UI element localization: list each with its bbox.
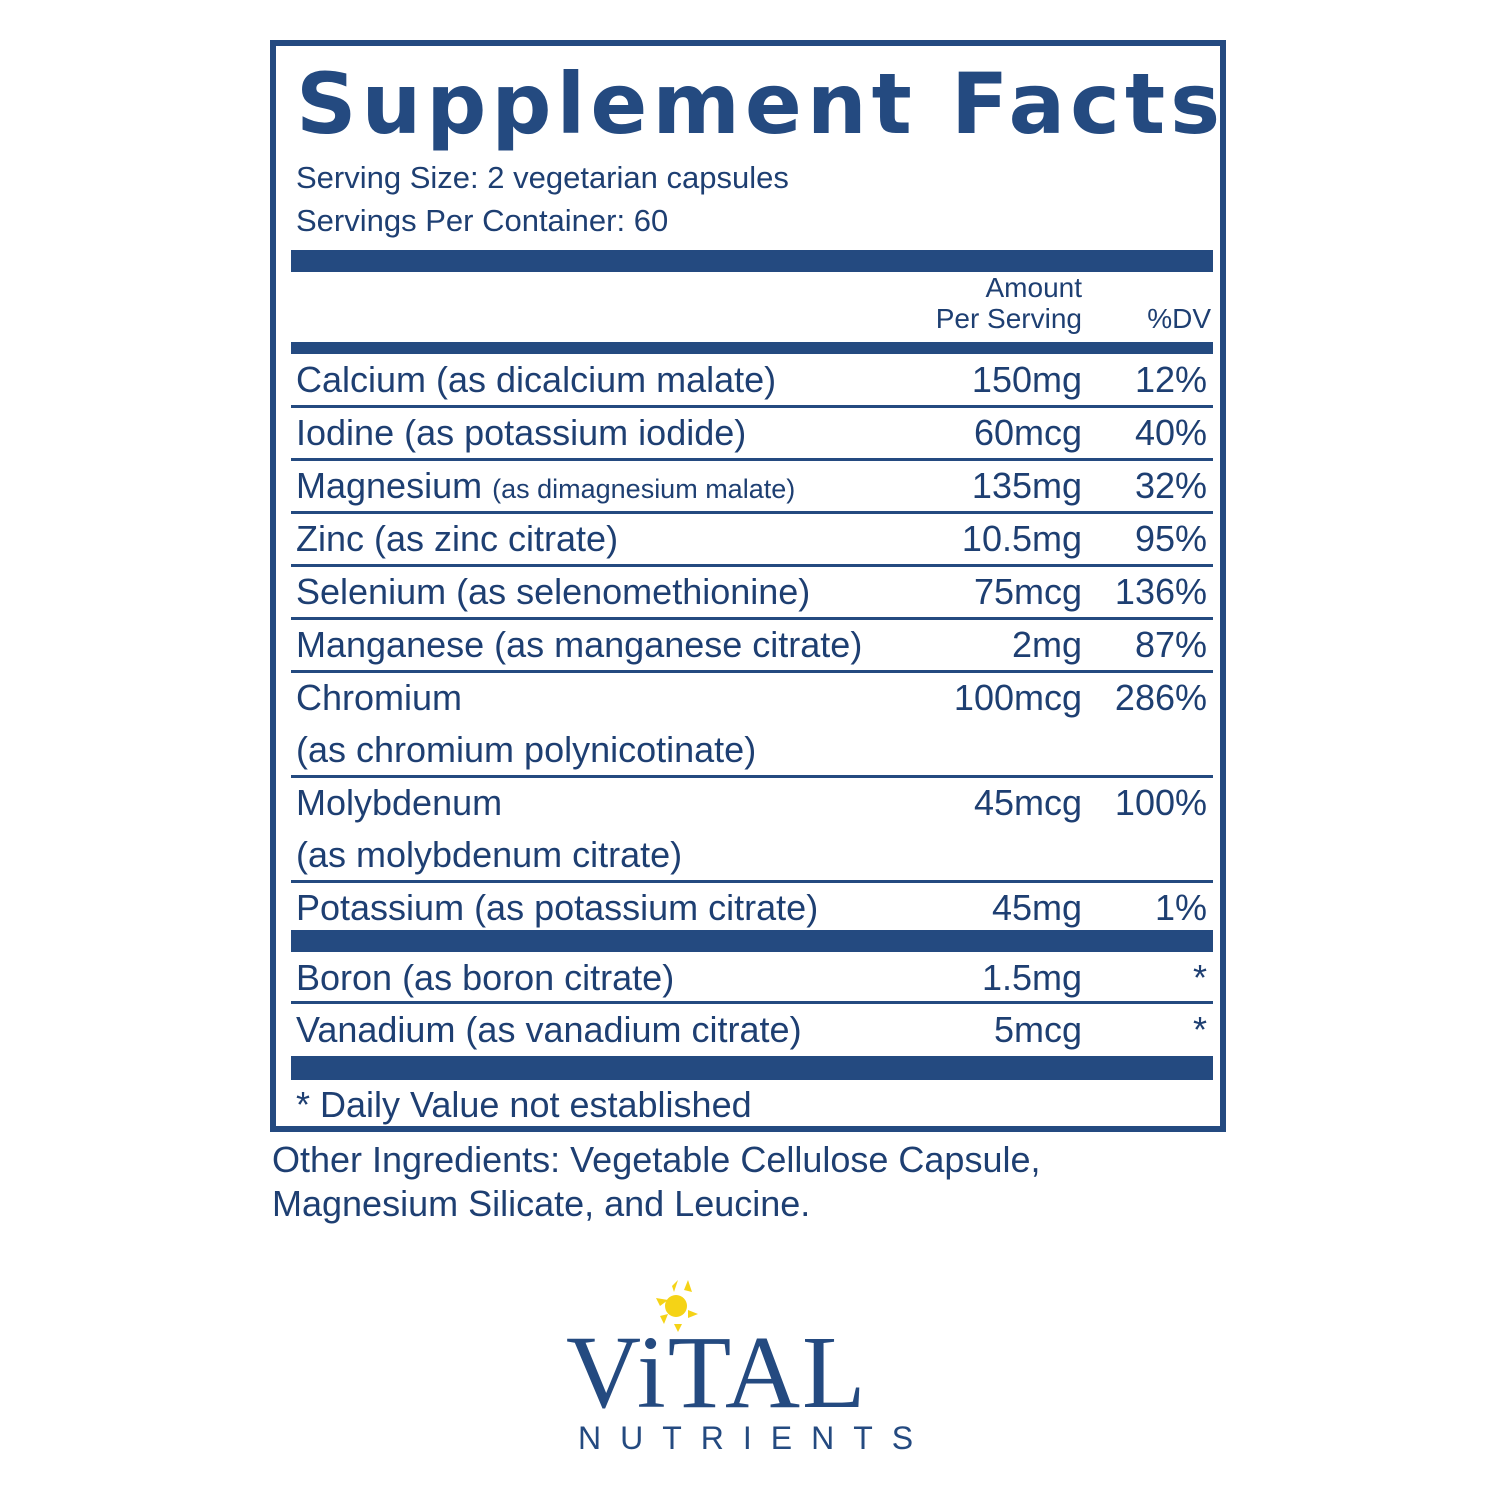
nutrient-amount: 150mg [971, 359, 1082, 400]
nutrient-dv: 87% [1134, 624, 1207, 665]
nutrient-source: (as dimagnesium malate) [492, 474, 796, 504]
footnote: * Daily Value not established [296, 1084, 752, 1125]
nutrient-amount: 45mcg [973, 782, 1082, 823]
nutrient-row: Magnesium (as dimagnesium malate) 135mg … [291, 460, 1213, 510]
nutrient-amount: 5mcg [993, 1009, 1082, 1050]
other-nutrient-row: Vanadium (as vanadium citrate) 5mcg * [291, 1004, 1213, 1054]
row-divider [291, 1001, 1213, 1004]
nutrient-dv: * [1192, 957, 1207, 998]
thick-divider [291, 250, 1213, 272]
nutrient-row: Molybdenum (as molybdenum citrate) 45mcg… [291, 777, 1213, 879]
nutrient-amount: 10.5mg [961, 518, 1082, 559]
nutrient-dv: 286% [1114, 677, 1207, 718]
nutrient-row: Iodine (as potassium iodide) 60mcg 40% [291, 407, 1213, 457]
nutrient-row: Selenium (as selenomethionine) 75mcg 136… [291, 566, 1213, 616]
header-dv: %DV [1147, 303, 1211, 334]
row-divider [291, 880, 1213, 883]
nutrient-row: Chromium (as chromium polynicotinate) 10… [291, 672, 1213, 774]
nutrient-name: Vanadium (as vanadium citrate) [296, 1009, 802, 1050]
nutrient-dv: 32% [1134, 465, 1207, 506]
brand-name: ViTAL [566, 1315, 868, 1430]
serving-size: Serving Size: 2 vegetarian capsules [296, 160, 789, 195]
sun-icon [656, 1280, 698, 1332]
nutrient-name: Manganese (as manganese citrate) [296, 624, 863, 665]
other-ingredients: Other Ingredients: Vegetable Cellulose C… [272, 1138, 1040, 1226]
row-divider [291, 617, 1213, 620]
nutrient-amount: 135mg [971, 465, 1082, 506]
nutrient-dv: 12% [1134, 359, 1207, 400]
nutrient-source: (as chromium polynicotinate) [296, 729, 757, 770]
servings-per-container: Servings Per Container: 60 [296, 203, 669, 238]
nutrient-name: Potassium (as potassium citrate) [296, 887, 819, 928]
panel-title: Supplement Facts [296, 55, 1226, 153]
nutrient-name: Calcium (as dicalcium malate) [296, 359, 777, 400]
brand-logo: ViTAL NUTRIENTS [560, 1270, 950, 1470]
nutrient-amount: 1.5mg [981, 957, 1082, 998]
brand-subtitle: NUTRIENTS [578, 1420, 933, 1456]
nutrient-name: Selenium (as selenomethionine) [296, 571, 811, 612]
header-amount: Amount Per Serving [876, 272, 1082, 334]
thick-divider [291, 930, 1213, 952]
row-divider [291, 670, 1213, 673]
nutrient-row: Calcium (as dicalcium malate) 150mg 12% [291, 354, 1213, 404]
other-nutrient-row: Boron (as boron citrate) 1.5mg * [291, 952, 1213, 1002]
row-divider [291, 405, 1213, 408]
nutrient-row: Potassium (as potassium citrate) 45mg 1% [291, 882, 1213, 932]
nutrient-amount: 2mg [1011, 624, 1082, 665]
supplement-facts-panel: Supplement Facts Serving Size: 2 vegetar… [270, 40, 1226, 1132]
other-ingredients-line1: Other Ingredients: Vegetable Cellulose C… [272, 1139, 1041, 1180]
thick-divider [291, 1056, 1213, 1080]
nutrient-dv: 136% [1114, 571, 1207, 612]
nutrient-row: Manganese (as manganese citrate) 2mg 87% [291, 619, 1213, 669]
row-divider [291, 511, 1213, 514]
nutrient-dv: 95% [1134, 518, 1207, 559]
medium-divider [291, 342, 1213, 354]
nutrient-name: Chromium [296, 677, 463, 718]
nutrient-row: Zinc (as zinc citrate) 10.5mg 95% [291, 513, 1213, 563]
nutrient-dv: 100% [1114, 782, 1207, 823]
nutrient-name: Molybdenum [296, 782, 503, 823]
nutrient-name: Iodine (as potassium iodide) [296, 412, 747, 453]
nutrient-dv: * [1192, 1009, 1207, 1050]
row-divider [291, 458, 1213, 461]
other-ingredients-line2: Magnesium Silicate, and Leucine. [272, 1183, 811, 1224]
nutrient-dv: 1% [1154, 887, 1207, 928]
nutrient-dv: 40% [1134, 412, 1207, 453]
nutrient-amount: 60mcg [973, 412, 1082, 453]
nutrient-name-main: Magnesium [296, 465, 483, 506]
row-divider [291, 775, 1213, 778]
nutrient-name: Boron (as boron citrate) [296, 957, 675, 998]
nutrient-name: Magnesium (as dimagnesium malate) [296, 460, 795, 515]
header-amount-line1: Amount [985, 272, 1083, 303]
header-amount-line2: Per Serving [935, 303, 1082, 334]
nutrient-amount: 100mcg [953, 677, 1082, 718]
nutrient-source: (as molybdenum citrate) [296, 834, 683, 875]
nutrient-amount: 75mcg [973, 571, 1082, 612]
nutrient-amount: 45mg [991, 887, 1082, 928]
nutrient-name: Zinc (as zinc citrate) [296, 518, 619, 559]
row-divider [291, 564, 1213, 567]
